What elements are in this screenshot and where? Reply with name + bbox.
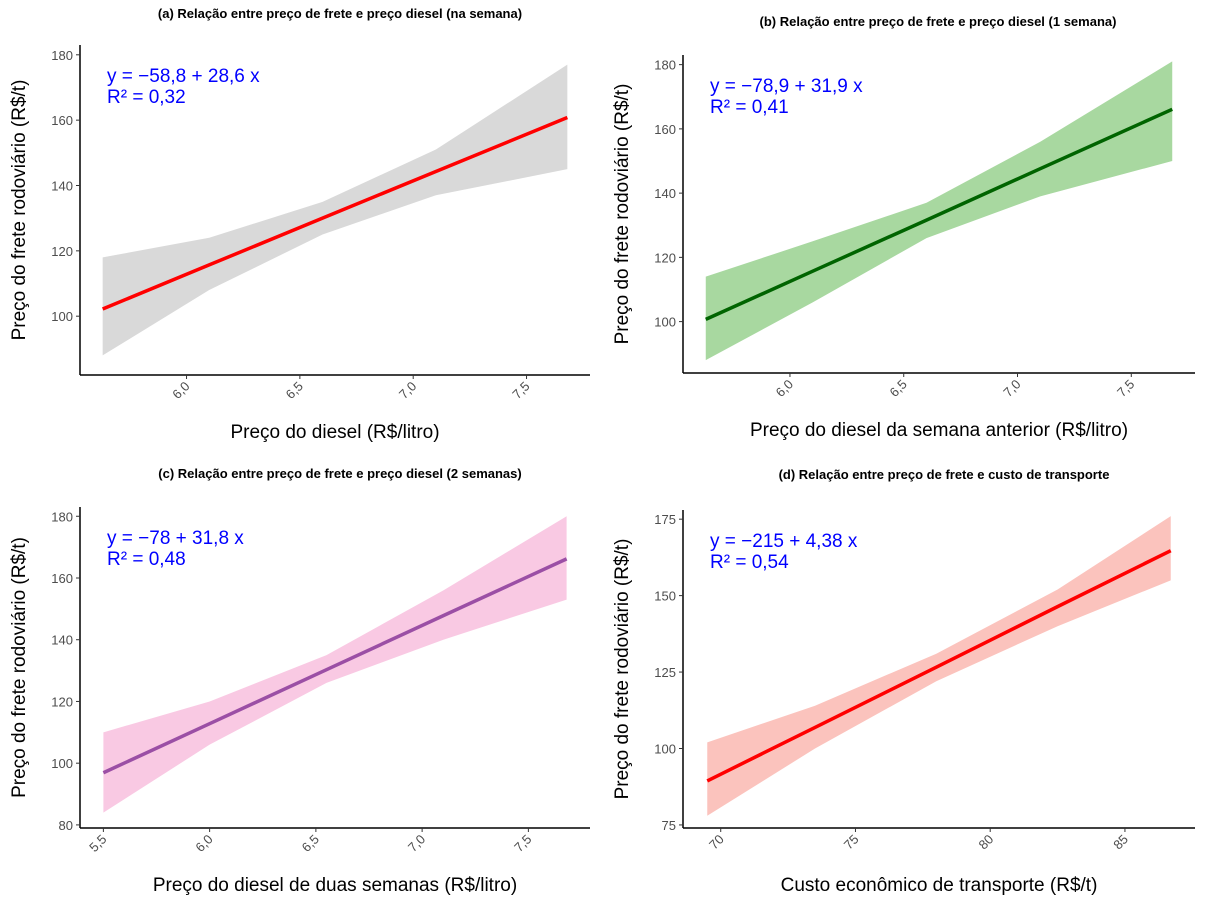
panel-title: (d) Relação entre preço de frete e custo… bbox=[779, 467, 1110, 482]
panel-title: (a) Relação entre preço de frete e preço… bbox=[158, 6, 522, 21]
panel-title: (c) Relação entre preço de frete e preço… bbox=[158, 466, 521, 481]
x-axis-label: Preço do diesel (R$/litro) bbox=[230, 422, 439, 443]
y-tick-label: 100 bbox=[51, 309, 73, 324]
x-tick-label: 7,0 bbox=[396, 379, 419, 402]
x-tick-label: 7,5 bbox=[1114, 377, 1137, 400]
y-tick-label: 180 bbox=[654, 58, 676, 73]
x-tick-label: 6,0 bbox=[773, 377, 796, 400]
y-tick-label: 160 bbox=[654, 122, 676, 137]
y-tick-label: 160 bbox=[51, 113, 73, 128]
panel-title: (b) Relação entre preço de frete e preço… bbox=[760, 14, 1117, 29]
r-squared: R² = 0,32 bbox=[107, 87, 186, 108]
y-tick-label: 80 bbox=[59, 818, 73, 833]
x-tick-label: 6,5 bbox=[283, 379, 306, 402]
x-tick-label: 6,5 bbox=[886, 377, 909, 400]
y-tick-label: 100 bbox=[654, 742, 676, 757]
r-squared: R² = 0,41 bbox=[710, 97, 789, 118]
y-tick-label: 120 bbox=[51, 244, 73, 259]
x-tick-label: 6,5 bbox=[299, 832, 322, 855]
regression-line bbox=[706, 549, 1172, 783]
x-tick-label: 7,5 bbox=[511, 832, 534, 855]
y-tick-label: 175 bbox=[654, 512, 676, 527]
regression-line bbox=[101, 115, 568, 311]
equation: y = −215 + 4,38 x bbox=[710, 531, 858, 552]
panel: (b) Relação entre preço de frete e preço… bbox=[612, 14, 1195, 441]
y-axis-label: Preço do frete rodoviário (R$/t) bbox=[612, 539, 633, 800]
regression-line bbox=[705, 107, 1173, 321]
x-axis-label: Preço do diesel da semana anterior (R$/l… bbox=[750, 420, 1128, 441]
x-tick-label: 7,0 bbox=[1000, 377, 1023, 400]
x-tick-label: 5,5 bbox=[86, 832, 109, 855]
y-tick-label: 75 bbox=[662, 818, 676, 833]
regression-line bbox=[102, 557, 568, 775]
panel: (d) Relação entre preço de frete e custo… bbox=[612, 467, 1195, 896]
y-tick-label: 150 bbox=[654, 589, 676, 604]
equation: y = −78,9 + 31,9 x bbox=[710, 76, 863, 97]
y-tick-label: 160 bbox=[51, 571, 73, 586]
x-tick-label: 6,0 bbox=[169, 379, 192, 402]
x-tick-label: 70 bbox=[706, 832, 727, 853]
r-squared: R² = 0,54 bbox=[710, 552, 789, 573]
y-tick-label: 125 bbox=[654, 665, 676, 680]
x-tick-label: 75 bbox=[841, 832, 862, 853]
y-tick-label: 140 bbox=[51, 178, 73, 193]
y-axis-label: Preço do frete rodoviário (R$/t) bbox=[9, 537, 30, 798]
panel: (a) Relação entre preço de frete e preço… bbox=[9, 6, 590, 443]
r-squared: R² = 0,48 bbox=[107, 549, 186, 570]
x-tick-label: 80 bbox=[975, 832, 996, 853]
y-tick-label: 140 bbox=[51, 633, 73, 648]
equation: y = −58,8 + 28,6 x bbox=[107, 66, 260, 87]
y-tick-label: 100 bbox=[51, 756, 73, 771]
y-tick-label: 120 bbox=[51, 694, 73, 709]
x-tick-label: 6,0 bbox=[192, 832, 215, 855]
y-tick-label: 180 bbox=[51, 509, 73, 524]
x-tick-label: 85 bbox=[1110, 832, 1131, 853]
y-tick-label: 180 bbox=[51, 48, 73, 63]
x-axis-label: Preço do diesel de duas semanas (R$/litr… bbox=[153, 875, 517, 896]
confidence-band bbox=[102, 64, 568, 356]
x-tick-label: 7,0 bbox=[405, 832, 428, 855]
y-axis-label: Preço do frete rodoviário (R$/t) bbox=[612, 84, 633, 345]
x-axis-label: Custo econômico de transporte (R$/t) bbox=[781, 875, 1098, 896]
y-axis-label: Preço do frete rodoviário (R$/t) bbox=[9, 80, 30, 341]
panel: (c) Relação entre preço de frete e preço… bbox=[9, 466, 590, 896]
confidence-band bbox=[705, 61, 1173, 361]
x-tick-label: 7,5 bbox=[509, 379, 532, 402]
y-tick-label: 120 bbox=[654, 250, 676, 265]
y-tick-label: 140 bbox=[654, 186, 676, 201]
y-tick-label: 100 bbox=[654, 315, 676, 330]
equation: y = −78 + 31,8 x bbox=[107, 528, 244, 549]
